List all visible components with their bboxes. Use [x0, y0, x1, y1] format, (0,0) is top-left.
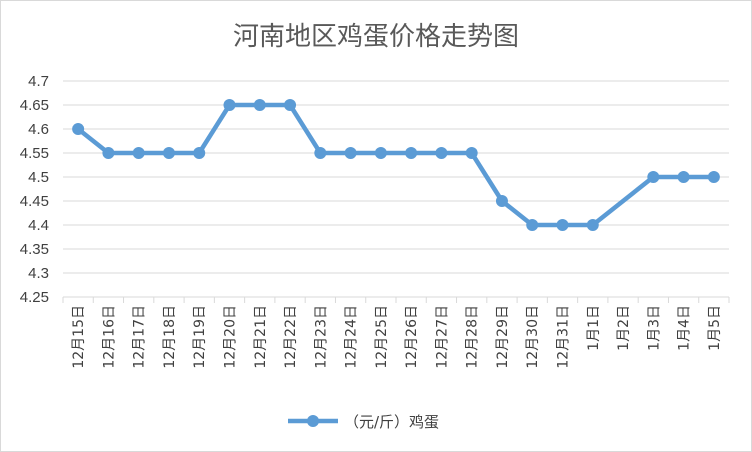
data-point — [162, 147, 175, 159]
y-tick-label: 4.55 — [20, 145, 49, 162]
y-tick-label: 4.25 — [20, 289, 49, 306]
x-tick-label: 12月29日 — [495, 305, 511, 369]
data-point — [132, 147, 145, 159]
x-tick-label: 12月18日 — [162, 305, 178, 369]
x-tick-label: 12月21日 — [253, 305, 269, 369]
x-tick-label: 12月15日 — [71, 305, 87, 369]
data-point — [647, 171, 660, 183]
data-point — [405, 147, 418, 159]
x-tick-label: 12月28日 — [465, 305, 481, 369]
x-tick-label: 12月31日 — [556, 305, 572, 369]
y-axis-ticks: 4.25 4.3 4.35 4.4 4.45 4.5 4.55 4.6 4.65 4.7 — [20, 73, 49, 306]
legend-marker-swatch — [307, 415, 319, 427]
grid-lines — [63, 80, 729, 298]
x-tick-label: 12月26日 — [404, 305, 420, 369]
x-tick-label: 12月30日 — [525, 305, 541, 369]
x-tick-label: 12月22日 — [283, 305, 299, 369]
x-tick-label: 12月25日 — [374, 305, 390, 369]
data-point — [193, 147, 206, 159]
y-tick-label: 4.35 — [20, 241, 49, 258]
y-tick-label: 4.45 — [20, 193, 49, 210]
data-point — [586, 219, 599, 231]
legend: （元/斤）鸡蛋 — [288, 413, 439, 431]
series-line — [75, 102, 717, 228]
x-tick-label: 12月19日 — [192, 305, 208, 369]
x-tick-label: 1月4日 — [677, 305, 693, 351]
data-point — [374, 147, 387, 159]
x-tick-label: 12月20日 — [223, 305, 239, 369]
data-point — [465, 147, 478, 159]
y-tick-label: 4.4 — [28, 217, 49, 234]
x-tick-label: 12月17日 — [132, 305, 148, 369]
x-tick-label: 1月5日 — [707, 305, 723, 351]
y-tick-label: 4.7 — [28, 73, 49, 90]
data-point — [556, 219, 569, 231]
series-layer — [72, 99, 720, 231]
x-tick-label: 12月16日 — [101, 305, 117, 369]
x-tick-label: 12月27日 — [434, 305, 450, 369]
x-tick-label: 1月2日 — [616, 305, 632, 351]
y-tick-label: 4.5 — [28, 169, 49, 186]
data-point — [495, 195, 508, 207]
legend-label: （元/斤）鸡蛋 — [344, 413, 439, 431]
y-tick-label: 4.65 — [20, 97, 49, 114]
y-tick-label: 4.6 — [28, 121, 49, 138]
data-point — [223, 99, 236, 111]
x-tick-label: 12月23日 — [313, 305, 329, 369]
data-point — [253, 99, 266, 111]
data-point — [314, 147, 327, 159]
y-tick-label: 4.3 — [28, 265, 49, 282]
data-point — [677, 171, 690, 183]
x-tick-label: 1月3日 — [646, 305, 662, 351]
x-tick-label: 12月24日 — [344, 305, 360, 369]
data-point — [526, 219, 539, 231]
data-point — [72, 123, 85, 135]
data-point — [284, 99, 297, 111]
chart-title: 河南地区鸡蛋价格走势图 — [233, 22, 519, 52]
x-axis: 12月15日 12月16日 12月17日 12月18日 12月19日 12月20日 12月2… — [62, 297, 730, 369]
data-point — [435, 147, 448, 159]
data-point — [344, 147, 357, 159]
data-point — [102, 147, 115, 159]
x-tick-label: 1月1日 — [586, 305, 602, 351]
data-point — [707, 171, 720, 183]
